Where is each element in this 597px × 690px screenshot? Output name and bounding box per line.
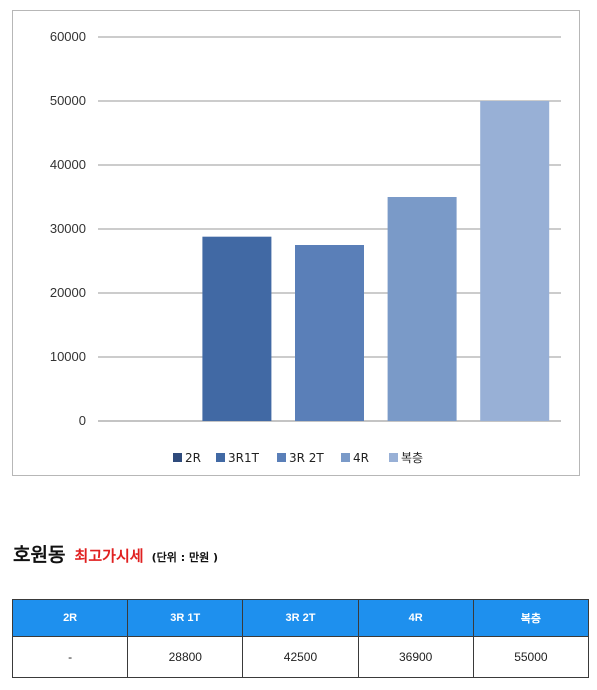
column-header: 4R [357, 599, 474, 637]
y-tick-label: 40000 [50, 157, 86, 172]
table-cell: 55000 [472, 636, 590, 678]
legend-swatch [277, 453, 286, 462]
bar [202, 236, 272, 421]
price-table: 2R 3R 1T 3R 2T 4R 복층 - 28800 42500 36900… [11, 599, 590, 678]
column-header: 3R 1T [127, 599, 244, 637]
legend-swatch [216, 453, 225, 462]
max-price-label: 최고가시세 [74, 547, 144, 565]
legend-swatch [341, 453, 350, 462]
table-row: - 28800 42500 36900 55000 [11, 636, 590, 678]
legend-swatch [389, 453, 398, 462]
table-header-row: 2R 3R 1T 3R 2T 4R 복층 [11, 599, 590, 637]
legend-label: 2R [185, 451, 201, 465]
y-tick-label: 50000 [50, 93, 86, 108]
bar [387, 197, 457, 421]
bar-chart: 60000 50000 40000 30000 20000 10000 0 2R 3R1T 3R … [50, 29, 561, 465]
table-cell: 42500 [242, 636, 359, 678]
bar [295, 245, 364, 421]
bar [480, 101, 550, 421]
legend-swatch [173, 453, 182, 462]
price-heading: 호원동 최고가시세 (단위 : 만원 ) [13, 540, 218, 567]
legend-label: 복층 [401, 451, 423, 465]
y-tick-label: 0 [79, 413, 86, 428]
table-cell: 36900 [357, 636, 474, 678]
legend-label: 4R [353, 451, 369, 465]
column-header: 2R [11, 599, 129, 637]
chart-frame: 60000 50000 40000 30000 20000 10000 0 2R 3R1T 3R … [12, 10, 580, 476]
legend-label: 3R 2T [289, 451, 324, 465]
legend-label: 3R1T [228, 451, 260, 465]
unit-label: (단위 : 만원 ) [151, 551, 219, 564]
y-tick-label: 60000 [50, 29, 86, 44]
y-tick-label: 30000 [50, 221, 86, 236]
y-tick-label: 20000 [50, 285, 86, 300]
table-cell: - [11, 636, 129, 678]
column-header: 3R 2T [242, 599, 359, 637]
area-title: 호원동 [13, 544, 66, 566]
column-header: 복층 [472, 599, 590, 637]
y-tick-label: 10000 [50, 349, 86, 364]
table-cell: 28800 [127, 636, 244, 678]
